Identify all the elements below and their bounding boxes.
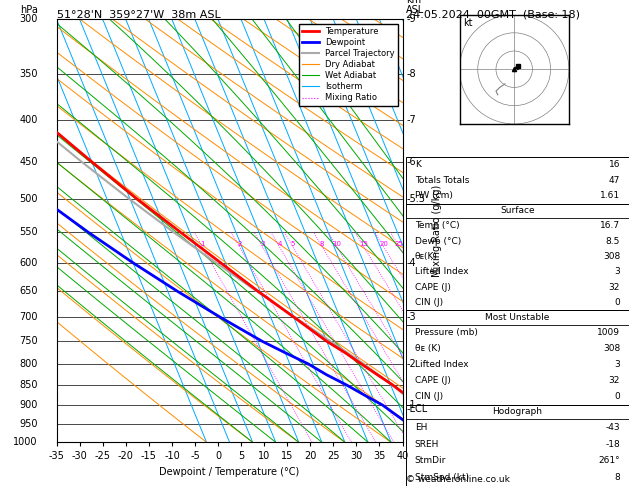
Bar [406,404,629,486]
Text: Hodograph: Hodograph [493,407,542,417]
Text: -9: -9 [406,15,416,24]
Text: 1000: 1000 [13,437,38,447]
Text: -4: -4 [406,258,416,268]
Text: 15: 15 [359,241,368,247]
Text: Pressure (mb): Pressure (mb) [415,329,477,337]
Bar [406,204,629,311]
Text: 350: 350 [19,69,38,79]
Text: -1: -1 [406,400,416,410]
Text: 3: 3 [260,241,265,247]
Text: 550: 550 [19,227,38,237]
Text: 25: 25 [395,241,404,247]
Text: EH: EH [415,423,427,432]
Text: 5: 5 [291,241,295,247]
Text: 8: 8 [615,473,620,482]
Text: 3: 3 [615,267,620,277]
Text: 51°28'N  359°27'W  38m ASL: 51°28'N 359°27'W 38m ASL [57,10,220,20]
Text: 10: 10 [332,241,341,247]
Text: 24.05.2024  00GMT  (Base: 18): 24.05.2024 00GMT (Base: 18) [406,10,580,20]
Text: -5.5: -5.5 [406,194,425,204]
Text: 400: 400 [19,116,38,125]
Text: SREH: SREH [415,440,439,449]
Text: 600: 600 [19,258,38,268]
Text: 450: 450 [19,157,38,167]
Text: -3: -3 [406,312,416,322]
Text: -2: -2 [406,359,416,369]
Text: 750: 750 [19,336,38,346]
Bar [406,311,629,404]
Text: 0: 0 [615,392,620,401]
Text: 47: 47 [609,175,620,185]
Text: 950: 950 [19,419,38,429]
Text: © weatheronline.co.uk: © weatheronline.co.uk [406,474,509,484]
Text: CIN (J): CIN (J) [415,298,443,307]
Text: CIN (J): CIN (J) [415,392,443,401]
Text: PW (cm): PW (cm) [415,191,452,200]
Text: 800: 800 [19,359,38,369]
Text: 850: 850 [19,380,38,390]
Text: -LCL: -LCL [406,404,427,414]
Text: 32: 32 [609,283,620,292]
Text: 32: 32 [609,376,620,385]
Text: 300: 300 [19,15,38,24]
Text: θᴇ (K): θᴇ (K) [415,344,440,353]
Text: Lifted Index: Lifted Index [415,360,468,369]
Text: Surface: Surface [500,207,535,215]
Text: -7: -7 [406,116,416,125]
Text: 0: 0 [615,298,620,307]
Text: θᴇ(K): θᴇ(K) [415,252,438,261]
Text: Mixing Ratio (g/kg): Mixing Ratio (g/kg) [432,185,442,277]
Text: 900: 900 [19,400,38,410]
Text: -18: -18 [605,440,620,449]
Text: 261°: 261° [598,456,620,466]
Text: hPa: hPa [19,5,38,15]
Text: 8.5: 8.5 [606,237,620,245]
Text: 1: 1 [200,241,204,247]
Text: km
ASL: km ASL [406,0,425,15]
Text: StmDir: StmDir [415,456,446,466]
Text: Most Unstable: Most Unstable [485,313,550,322]
Bar [406,156,629,204]
X-axis label: Dewpoint / Temperature (°C): Dewpoint / Temperature (°C) [160,467,299,477]
Text: -6: -6 [406,157,416,167]
Text: 1.61: 1.61 [600,191,620,200]
Text: 1009: 1009 [597,329,620,337]
Text: K: K [415,160,421,169]
Text: 650: 650 [19,286,38,296]
Text: 20: 20 [379,241,388,247]
Text: CAPE (J): CAPE (J) [415,283,450,292]
Text: 16.7: 16.7 [600,221,620,230]
Text: kt: kt [463,18,472,28]
Legend: Temperature, Dewpoint, Parcel Trajectory, Dry Adiabat, Wet Adiabat, Isotherm, Mi: Temperature, Dewpoint, Parcel Trajectory… [299,24,398,106]
Text: Temp (°C): Temp (°C) [415,221,459,230]
Text: 308: 308 [603,252,620,261]
Text: CAPE (J): CAPE (J) [415,376,450,385]
Text: 500: 500 [19,194,38,204]
Text: StmSpd (kt): StmSpd (kt) [415,473,469,482]
Text: Totals Totals: Totals Totals [415,175,469,185]
Text: -43: -43 [606,423,620,432]
Text: 4: 4 [277,241,282,247]
Text: -8: -8 [406,69,416,79]
Text: Dewp (°C): Dewp (°C) [415,237,461,245]
Text: Lifted Index: Lifted Index [415,267,468,277]
Text: 2: 2 [237,241,242,247]
Text: 700: 700 [19,312,38,322]
Text: 308: 308 [603,344,620,353]
Text: 3: 3 [615,360,620,369]
Text: 16: 16 [609,160,620,169]
Text: 8: 8 [320,241,325,247]
